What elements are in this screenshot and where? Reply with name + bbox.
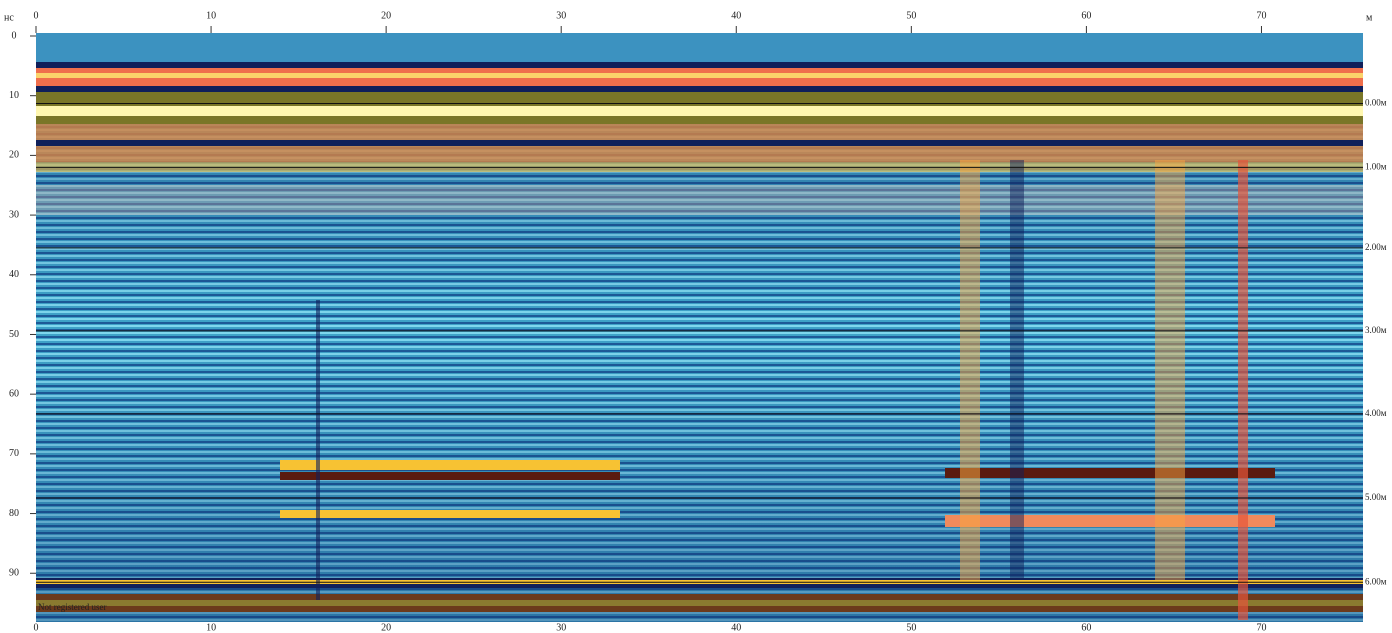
x-tick-label-top: 0 <box>34 10 39 21</box>
x-tick-label-bottom: 30 <box>556 622 566 633</box>
x-tick-label-top: 30 <box>556 10 566 21</box>
x-tick-label-bottom: 20 <box>381 622 391 633</box>
y-tick-label: 90 <box>9 568 19 579</box>
y-tick-label: 40 <box>9 269 19 280</box>
x-tick-label-bottom: 60 <box>1081 622 1091 633</box>
x-tick-label-top: 10 <box>206 10 216 21</box>
y-tick-label: 10 <box>9 90 19 101</box>
y-tick-label: 30 <box>9 209 19 220</box>
depth-label: 3.00м <box>1365 325 1387 335</box>
x-tick-label-top: 60 <box>1081 10 1091 21</box>
depth-label: 6.00м <box>1365 576 1387 586</box>
radargram-image <box>36 33 1363 622</box>
chart: нс м Not registered user 0 0 10 10 20 20 30 30 4… <box>0 0 1392 633</box>
x-tick-label-bottom: 10 <box>206 622 216 633</box>
depth-label: 1.00м <box>1365 161 1387 171</box>
x-tick-label-top: 70 <box>1256 10 1266 21</box>
depth-label: 5.00м <box>1365 492 1387 502</box>
y-tick-label: 80 <box>9 508 19 519</box>
depth-label: 4.00м <box>1365 408 1387 418</box>
y-tick-label: 0 <box>12 30 17 41</box>
x-tick-label-top: 50 <box>906 10 916 21</box>
y-unit: нс <box>4 12 14 23</box>
x-tick-label-top: 20 <box>381 10 391 21</box>
y-tick-label: 70 <box>9 448 19 459</box>
depth-label: 2.00м <box>1365 242 1387 252</box>
x-tick-label-bottom: 50 <box>906 622 916 633</box>
x-unit: м <box>1366 12 1373 23</box>
x-tick-label-bottom: 70 <box>1256 622 1266 633</box>
x-tick-label-bottom: 40 <box>731 622 741 633</box>
y-tick-label: 50 <box>9 329 19 340</box>
x-tick-label-top: 40 <box>731 10 741 21</box>
y-tick-label: 60 <box>9 388 19 399</box>
x-tick-label-bottom: 0 <box>34 622 39 633</box>
watermark: Not registered user <box>38 602 106 612</box>
y-tick-label: 20 <box>9 150 19 161</box>
depth-label: 0.00м <box>1365 98 1387 108</box>
